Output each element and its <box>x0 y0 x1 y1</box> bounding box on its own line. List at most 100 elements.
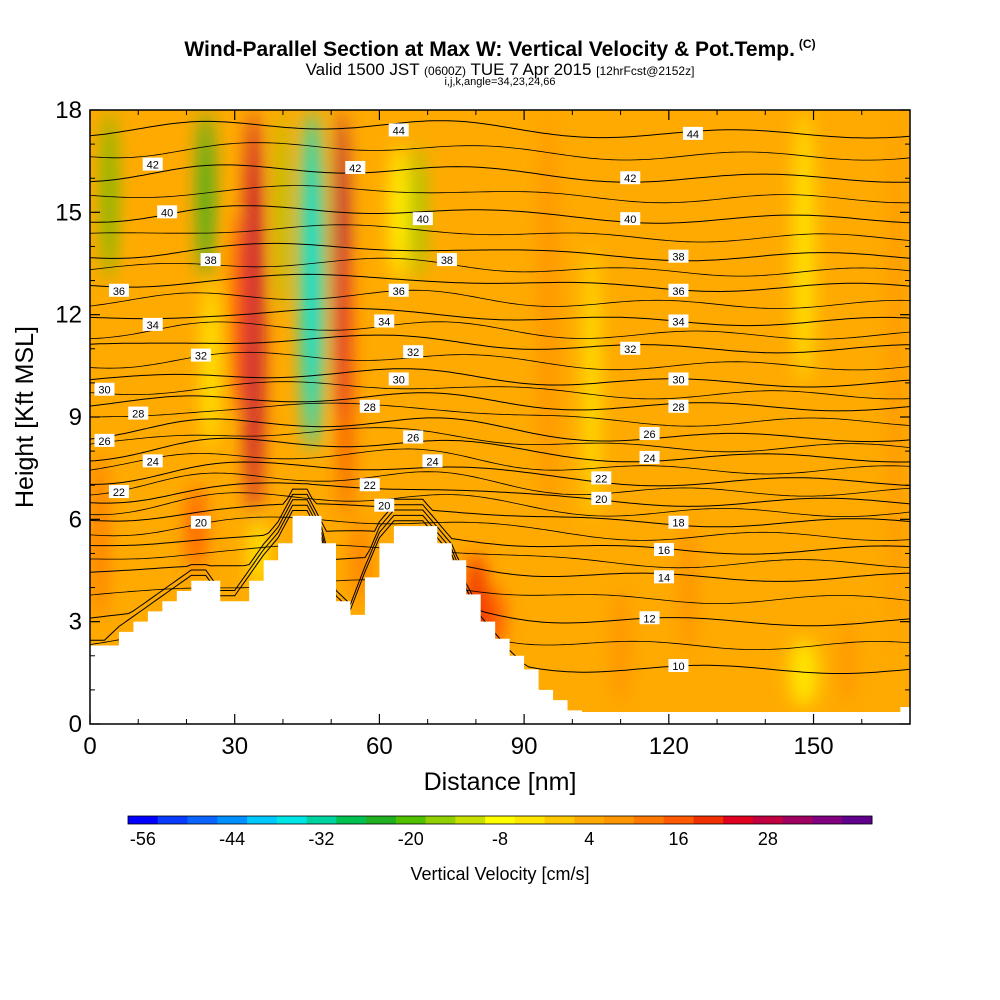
colorbar-segment-15 <box>574 816 605 824</box>
contour-label-box <box>142 454 163 468</box>
velocity-feature-8 <box>340 246 351 520</box>
chart-title: Wind-Parallel Section at Max W: Vertical… <box>0 37 1000 62</box>
contour-label-9: 38 <box>436 253 457 267</box>
plot-area: 44 44 42 42 42 40 40 40 38 38 38 36 36 36 34 34 34 32 32 32… <box>90 110 910 724</box>
theta-contour-28 <box>90 392 910 412</box>
contour-label-17: 32 <box>190 348 211 363</box>
contour-label-box <box>412 212 433 226</box>
contour-label-box <box>668 515 689 529</box>
x-tick-label: 150 <box>794 733 834 760</box>
contour-label-22: 30 <box>668 372 689 386</box>
contour-label-box <box>359 399 380 413</box>
contour-label-box <box>345 160 366 174</box>
colorbar-segment-12 <box>485 816 516 824</box>
contour-label-box <box>591 491 612 505</box>
velocity-feature-15 <box>352 519 368 602</box>
colorbar-segment-11 <box>455 816 486 824</box>
theta-contour-32 <box>90 334 910 354</box>
contour-label-text: 10 <box>672 661 684 673</box>
velocity-feature-11 <box>390 144 407 281</box>
velocity-feature-9 <box>278 110 288 315</box>
contour-label-box <box>142 157 163 171</box>
contour-label-41: 12 <box>639 611 660 625</box>
contour-label-box <box>388 123 409 137</box>
contour-label-text: 42 <box>624 173 636 185</box>
y-tick-label: 3 <box>69 609 82 636</box>
contour-label-31: 24 <box>639 450 660 465</box>
contour-label-13: 36 <box>668 283 689 298</box>
colorbar-segment-7 <box>336 816 367 824</box>
contour-label-box <box>388 283 409 297</box>
contour-label-19: 32 <box>620 341 641 356</box>
velocity-feature-25 <box>92 451 107 622</box>
x-tick-label: 60 <box>366 733 393 760</box>
terrain-mask <box>90 515 910 724</box>
contour-label-text: 24 <box>147 456 159 468</box>
contour-label-text: 24 <box>643 453 655 465</box>
theta-contour-minor-18 <box>90 492 910 517</box>
y-tick-label: 9 <box>69 404 82 431</box>
colorbar-segment-24 <box>842 816 873 824</box>
contour-label-4: 42 <box>620 171 641 185</box>
x-tick-label: 0 <box>83 733 96 760</box>
theta-contour-minor-12 <box>90 579 910 604</box>
x-axis-label: Distance [nm] <box>424 768 577 796</box>
contour-label-box <box>108 283 129 297</box>
contour-label-text: 38 <box>204 255 216 267</box>
contour-label-text: 36 <box>393 286 405 298</box>
theta-contour-minor-14 <box>90 544 910 569</box>
contour-label-34: 22 <box>591 471 612 485</box>
colorbar-segment-3 <box>217 816 248 824</box>
y-tick-label: 0 <box>69 711 82 738</box>
contour-label-box <box>639 450 660 464</box>
theta-contour-minor-16 <box>90 516 910 541</box>
contour-label-text: 28 <box>672 402 684 414</box>
contour-label-text: 34 <box>147 320 159 332</box>
theta-contour-minor-24 <box>90 427 910 453</box>
contour-label-box <box>359 478 380 492</box>
contour-label-text: 22 <box>595 473 607 485</box>
velocity-feature-22 <box>135 212 160 520</box>
contour-label-text: 34 <box>672 316 684 328</box>
velocity-feature-26 <box>889 110 902 656</box>
contour-label-box <box>403 345 424 359</box>
contour-label-box <box>142 317 163 331</box>
contour-label-box <box>654 570 674 584</box>
contour-label-23: 28 <box>128 406 149 421</box>
contour-label-24: 28 <box>359 399 380 414</box>
contour-label-20: 30 <box>94 382 115 397</box>
colorbar-segment-22 <box>782 816 813 824</box>
contour-label-text: 36 <box>672 286 684 298</box>
contour-label-box <box>422 454 443 468</box>
contour-label-box <box>620 212 641 226</box>
velocity-feature-6 <box>301 110 323 452</box>
x-tick-label: 30 <box>221 733 248 760</box>
contour-label-3: 42 <box>345 160 366 175</box>
contour-label-21: 30 <box>388 372 409 386</box>
contour-label-text: 38 <box>672 252 684 264</box>
chart-subtitle: Valid 1500 JST (0600Z) TUE 7 Apr 2015 [1… <box>0 60 1000 80</box>
theta-contour-labels: 44 44 42 42 42 40 40 40 38 38 38 36 36 36 34 34 34 32 32 32… <box>94 123 703 673</box>
velocity-feature-19 <box>678 519 698 656</box>
contour-label-text: 20 <box>195 518 207 530</box>
contour-label-box <box>403 430 424 444</box>
contour-label-box <box>190 348 211 362</box>
y-tick-label: 12 <box>55 302 82 329</box>
contour-label-text: 32 <box>407 347 419 359</box>
contour-label-7: 40 <box>620 212 641 226</box>
colorbar-segment-13 <box>514 816 546 824</box>
theta-contour-20 <box>90 482 910 507</box>
contour-label-box <box>668 659 689 673</box>
theta-contour-40 <box>90 205 910 224</box>
chart-title-text: Wind-Parallel Section at Max W: Vertical… <box>184 38 795 61</box>
velocity-feature-4 <box>103 110 116 281</box>
contour-label-14: 34 <box>142 317 163 332</box>
contour-label-28: 26 <box>639 427 660 441</box>
colorbar-segment-6 <box>306 816 337 824</box>
contour-label-39: 16 <box>654 543 674 557</box>
contour-label-box <box>639 611 660 625</box>
velocity-feature-23 <box>584 246 599 520</box>
x-tick-label: 90 <box>511 733 538 760</box>
contour-label-text: 22 <box>364 480 376 492</box>
